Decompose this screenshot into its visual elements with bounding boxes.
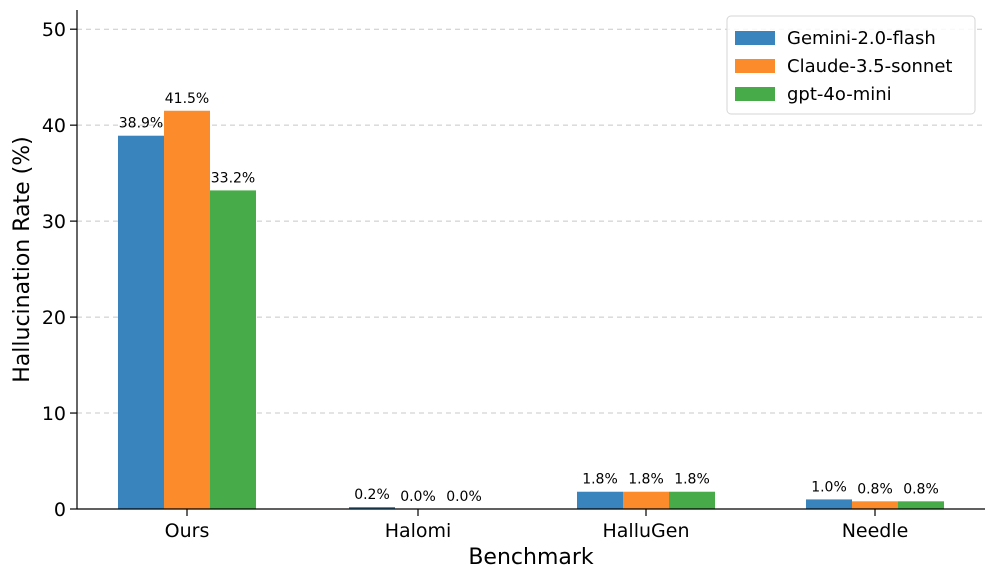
legend-label-1: Claude-3.5-sonnet (787, 56, 952, 77)
x-axis-title: Benchmark (468, 545, 594, 570)
x-tick-label-3: Needle (842, 520, 909, 542)
bar-ours-0 (118, 135, 164, 510)
data-label-hallugen-2: 1.8% (674, 472, 710, 488)
data-label-ours-2: 33.2% (211, 170, 255, 186)
bar-needle-0 (806, 499, 852, 509)
data-labels: 38.9%41.5% 33.2% 0.2% 0.0% 0.0% 1.8% 1.8% 1.8% 1… (119, 91, 939, 505)
y-ticks: 0 10 20 30 40 50 (42, 19, 77, 521)
data-label-halomi-1: 0.0% (400, 489, 436, 505)
bar-needle-2 (898, 501, 944, 509)
legend-label-2: gpt-4o-mini (787, 84, 892, 105)
data-label-hallugen-0: 1.8% (582, 472, 618, 488)
legend-swatch-2 (735, 87, 775, 101)
y-tick-label-50: 50 (42, 19, 66, 41)
x-ticks: Ours Halomi HalluGen Needle (165, 509, 909, 542)
y-tick-label-20: 20 (42, 307, 66, 329)
data-label-halomi-2: 0.0% (446, 489, 482, 505)
data-label-ours-0: 38.9% (119, 116, 163, 132)
data-label-hallugen-1: 1.8% (628, 472, 664, 488)
bar-hallugen-1 (623, 491, 669, 509)
legend: Gemini-2.0-flash Claude-3.5-sonnet gpt-4o-… (726, 15, 976, 115)
data-label-needle-1: 0.8% (857, 481, 893, 497)
bar-ours-2 (210, 190, 256, 509)
bar-ours-1 (164, 110, 210, 509)
legend-swatch-0 (735, 31, 775, 45)
y-tick-label-40: 40 (42, 115, 66, 137)
data-label-ours-1: 41.5% (165, 91, 209, 107)
x-tick-label-0: Ours (165, 520, 210, 542)
data-label-halomi-0: 0.2% (354, 487, 390, 503)
data-label-needle-2: 0.8% (903, 481, 939, 497)
axes (76, 10, 985, 510)
bar-needle-1 (852, 501, 898, 509)
legend-box (726, 15, 976, 115)
y-tick-label-0: 0 (54, 499, 66, 521)
y-tick-label-30: 30 (42, 211, 66, 233)
bar-hallugen-2 (669, 491, 715, 509)
x-tick-label-2: HalluGen (603, 520, 690, 542)
legend-label-0: Gemini-2.0-flash (787, 28, 936, 49)
legend-swatch-1 (735, 59, 775, 73)
data-label-needle-0: 1.0% (811, 479, 847, 495)
bars (118, 110, 944, 510)
y-axis-title: Hallucination Rate (%) (10, 136, 35, 382)
bar-halomi-0 (349, 507, 395, 509)
y-tick-label-10: 10 (42, 403, 66, 425)
bar-hallugen-0 (577, 491, 623, 509)
x-tick-label-1: Halomi (385, 520, 452, 542)
